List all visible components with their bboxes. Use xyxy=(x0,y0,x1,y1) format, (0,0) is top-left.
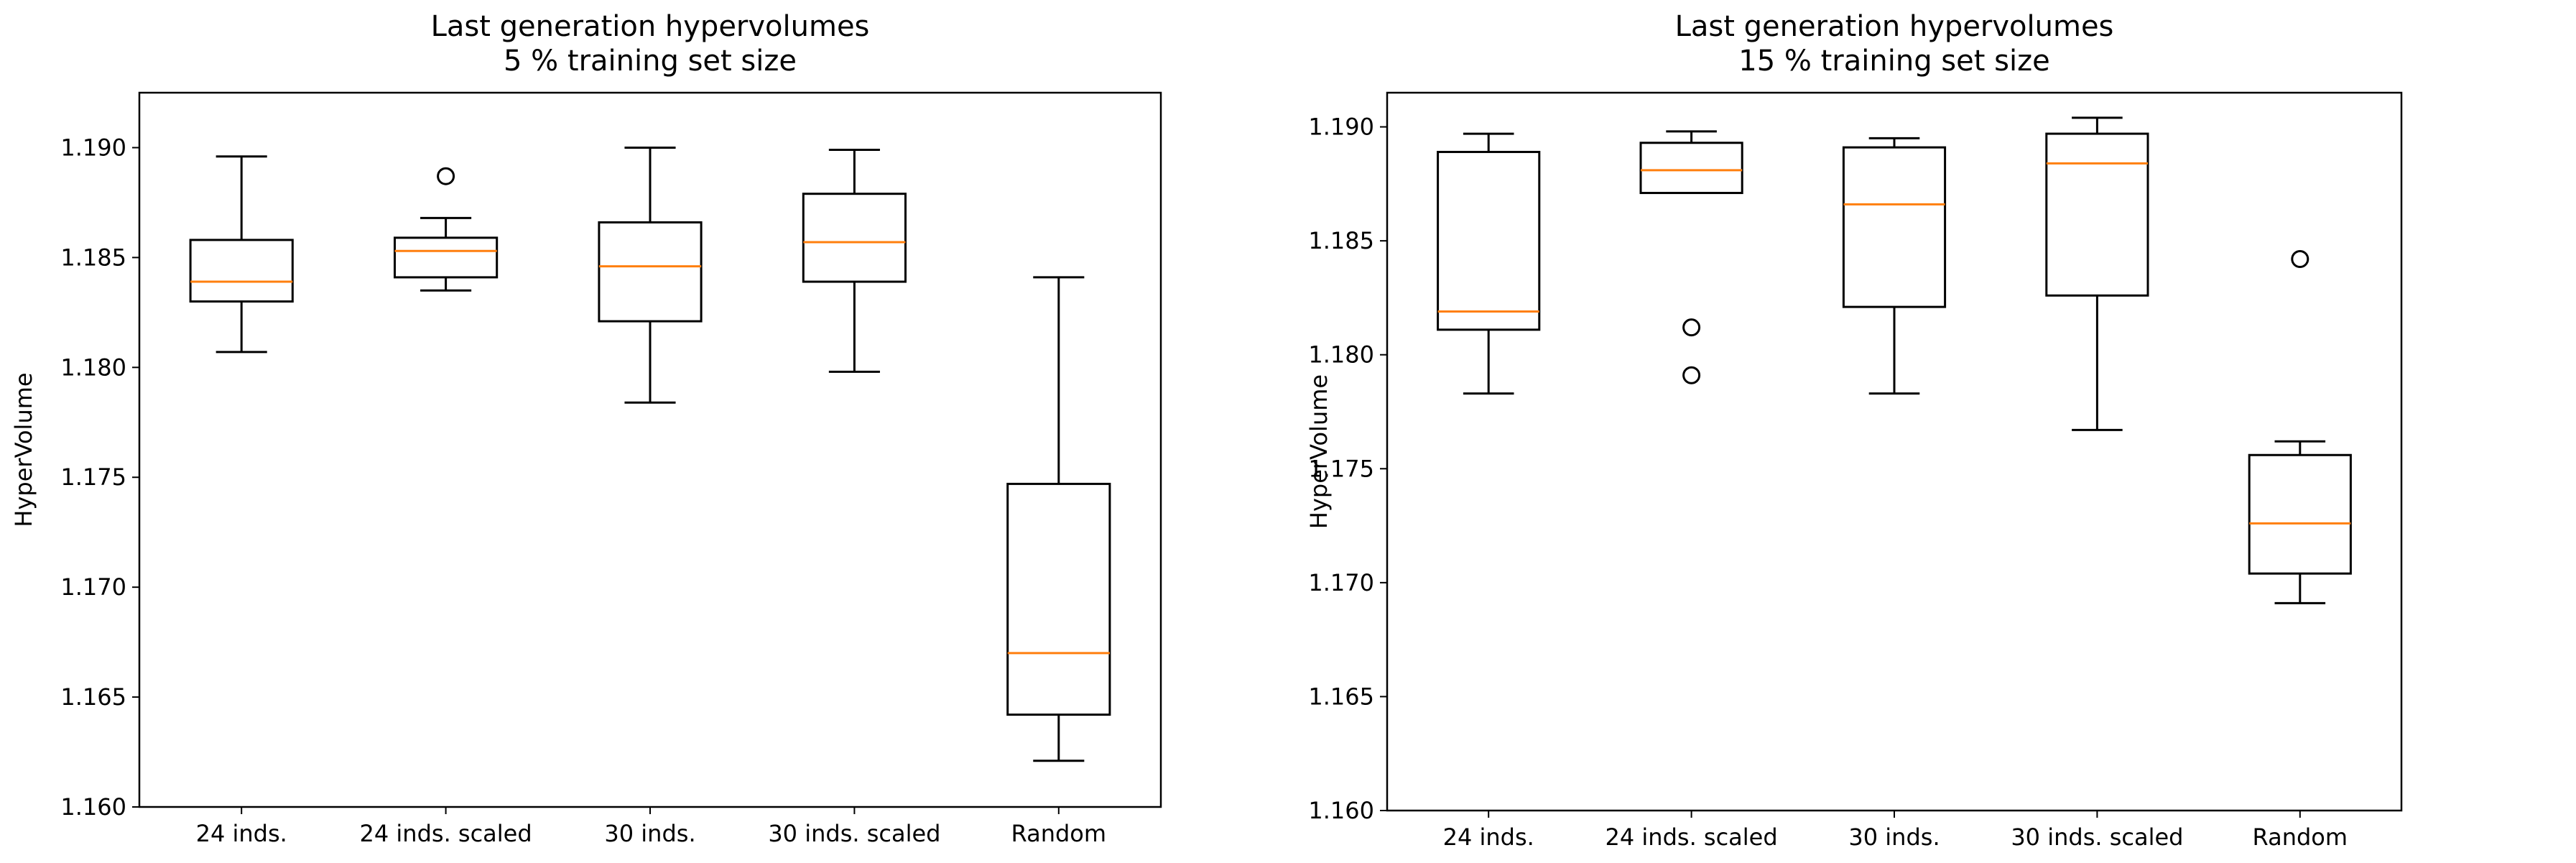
box-iqr xyxy=(2248,453,2352,575)
y-tick-label: 1.165 xyxy=(1308,683,1374,710)
y-tick-label: 1.180 xyxy=(60,354,126,381)
y-tick-label: 1.160 xyxy=(60,793,126,821)
chart-title-line: Last generation hypervolumes xyxy=(1675,10,2114,43)
box-iqr xyxy=(802,193,907,283)
x-tick-label: 24 inds. xyxy=(196,820,287,847)
chart-title-line: Last generation hypervolumes xyxy=(431,10,870,43)
box-iqr xyxy=(189,239,294,303)
outlier-point xyxy=(437,167,455,185)
outlier-point xyxy=(1682,318,1701,337)
box-group xyxy=(1842,137,1947,395)
x-tick-label: 30 inds. xyxy=(604,820,695,847)
y-tick-label: 1.180 xyxy=(1308,341,1374,369)
chart-title: Last generation hypervolumes 5 % training… xyxy=(431,10,870,78)
y-axis-label: HyperVolume xyxy=(10,372,37,527)
x-tick-label: 24 inds. scaled xyxy=(1606,823,1778,851)
box-group xyxy=(394,167,499,292)
y-tick-label: 1.185 xyxy=(60,244,126,271)
x-tick-label: Random xyxy=(1011,820,1106,847)
box-iqr xyxy=(394,236,499,279)
box-iqr xyxy=(2045,132,2149,297)
box-group xyxy=(2045,116,2149,431)
box-group xyxy=(189,155,294,354)
box-iqr xyxy=(1006,482,1111,716)
outlier-point xyxy=(2291,250,2309,269)
x-tick-label: 24 inds. scaled xyxy=(360,820,532,847)
y-tick-label: 1.165 xyxy=(60,683,126,711)
x-tick-label: 30 inds. scaled xyxy=(2011,823,2183,851)
x-tick-label: 30 inds. xyxy=(1848,823,1940,851)
y-tick-label: 1.190 xyxy=(60,134,126,161)
y-axis-label: HyperVolume xyxy=(1305,374,1333,529)
y-tick-label: 1.170 xyxy=(1308,569,1374,596)
right-boxplot-chart: Last generation hypervolumes 15 % trainin… xyxy=(1305,10,2403,851)
box-group xyxy=(1437,132,1541,395)
box-group xyxy=(1639,130,1743,384)
axes-frame xyxy=(138,91,1162,808)
y-tick-label: 1.175 xyxy=(1308,455,1374,482)
chart-title: Last generation hypervolumes 15 % trainin… xyxy=(1675,10,2114,78)
x-tick-label: Random xyxy=(2253,823,2348,851)
chart-title-line: 5 % training set size xyxy=(504,45,797,78)
y-tick-label: 1.175 xyxy=(60,463,126,491)
axes-frame xyxy=(1386,91,2403,812)
outlier-point xyxy=(1682,366,1701,384)
left-boxplot-chart: Last generation hypervolumes 5 % training… xyxy=(10,10,1162,847)
box-iqr xyxy=(1437,150,1541,331)
x-tick-label: 30 inds. scaled xyxy=(768,820,940,847)
box-iqr xyxy=(1639,142,1743,195)
box-group xyxy=(2248,250,2352,604)
box-iqr xyxy=(1842,146,1947,308)
box-group xyxy=(802,149,907,373)
box-iqr xyxy=(598,221,703,323)
y-tick-label: 1.185 xyxy=(1308,227,1374,254)
y-tick-label: 1.170 xyxy=(60,573,126,601)
chart-title-line: 15 % training set size xyxy=(1738,45,2049,78)
y-tick-label: 1.160 xyxy=(1308,797,1374,824)
box-group xyxy=(1006,276,1111,762)
y-tick-label: 1.190 xyxy=(1308,114,1374,141)
box-group xyxy=(598,146,703,404)
x-tick-label: 24 inds. xyxy=(1443,823,1534,851)
